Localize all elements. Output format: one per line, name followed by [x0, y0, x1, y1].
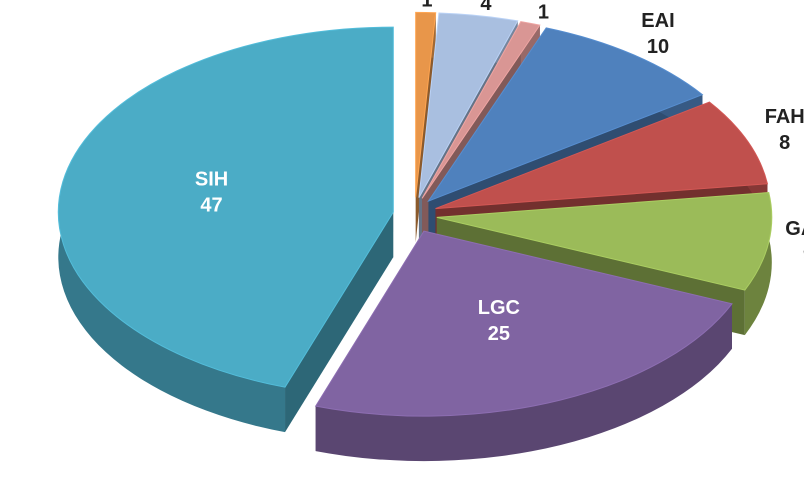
slice-label: LGC 25 — [478, 297, 520, 345]
slice-wall — [285, 212, 394, 433]
slice — [314, 230, 733, 417]
slice-side — [744, 192, 772, 336]
slice-label-value: 4 — [480, 0, 492, 15]
slice — [421, 21, 541, 199]
slice-label: FAH 8 — [765, 106, 804, 154]
slice — [415, 11, 437, 198]
slice-label-name: SIH — [195, 168, 228, 190]
slice-label-name: LGC — [478, 297, 520, 319]
slice-label-value: 10 — [647, 36, 669, 58]
slice-label: TLM1 — [523, 0, 564, 23]
slice — [436, 191, 773, 291]
slice-label-value: 47 — [200, 194, 222, 216]
slice-tops — [57, 11, 773, 417]
slice — [418, 12, 519, 198]
slice-label: GAM9 — [785, 218, 804, 266]
slice — [435, 101, 769, 210]
slice — [427, 27, 704, 203]
slice-label-value: 1 — [538, 1, 549, 23]
slice-label-value: 1 — [421, 0, 432, 11]
slice-labels: SGL1 SIR4 TLM1 EAI 10 FAH 8 GAM9 LGC 25 SIH 47 — [195, 0, 804, 345]
slice-label-name: FAH — [765, 106, 804, 128]
slice-label: SIR4 — [469, 0, 503, 15]
slice-side — [315, 303, 732, 462]
slice-label-value: 25 — [488, 323, 510, 345]
slice-label: EAI 10 — [641, 10, 674, 58]
slice-label: SIH 47 — [195, 168, 228, 216]
slice-label-value: 8 — [779, 132, 790, 154]
slice — [57, 26, 394, 388]
slice-label-name: EAI — [641, 10, 674, 32]
slice-label-name: GAM — [785, 218, 804, 240]
slice-label: SGL1 — [406, 0, 447, 11]
